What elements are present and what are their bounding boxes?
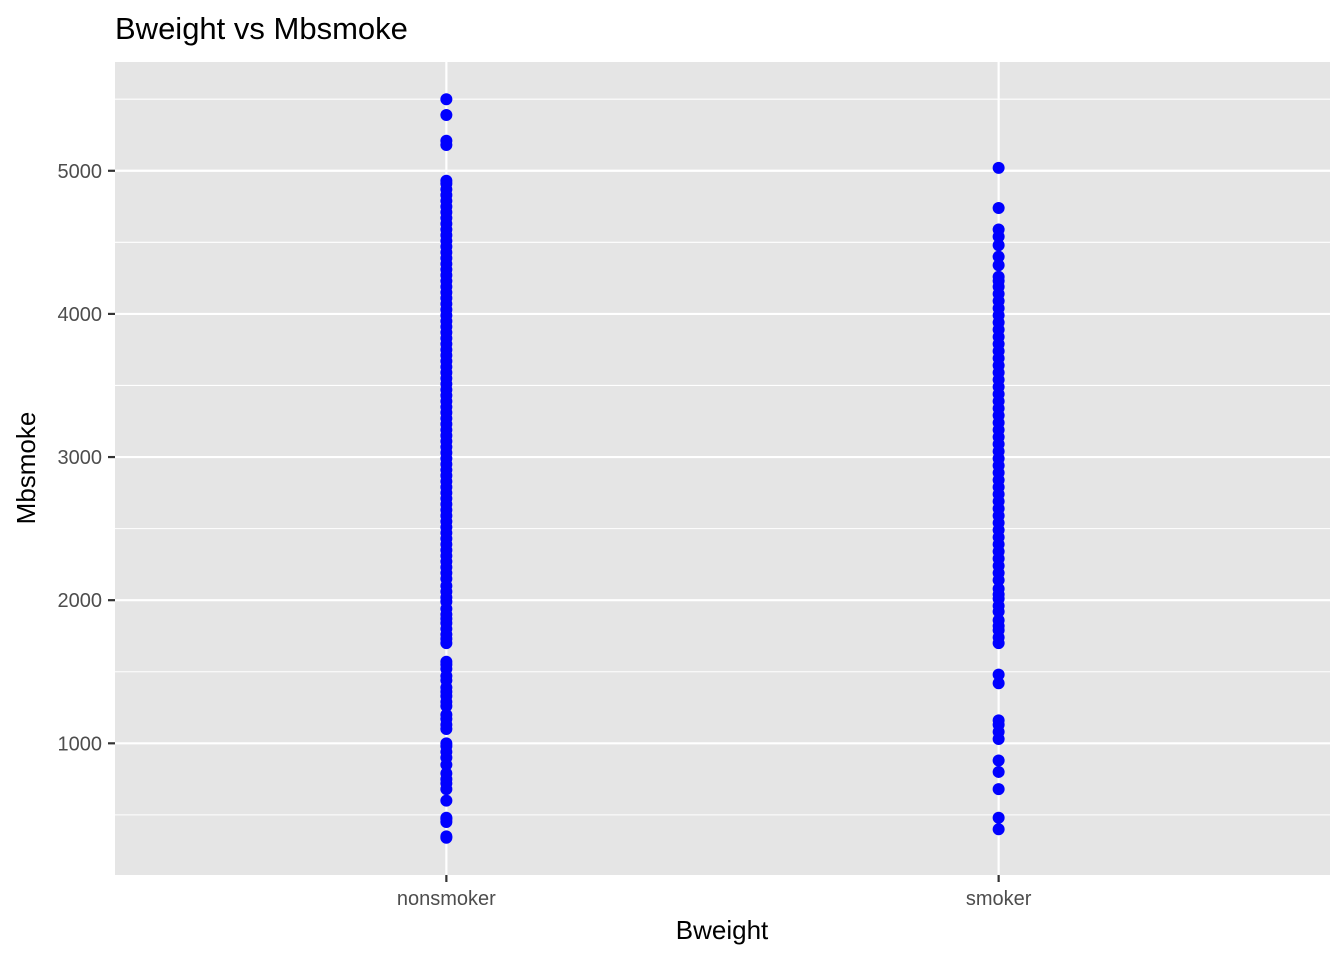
data-point [992,582,1005,595]
y-tick-label: 5000 [58,161,103,183]
data-points [440,93,1005,844]
y-tick-label: 4000 [58,304,103,326]
data-point [992,668,1005,681]
y-tick-label: 2000 [58,590,103,612]
data-point [992,765,1005,778]
data-point [992,783,1005,796]
data-point [992,823,1005,836]
data-point [440,830,453,843]
y-tick-label: 3000 [58,447,103,469]
data-point [992,714,1005,727]
data-point [992,811,1005,824]
data-point [992,161,1005,174]
x-axis-title: Bweight [676,915,769,945]
data-point [992,270,1005,283]
data-point [440,794,453,807]
data-point [440,811,453,824]
data-point [440,737,453,750]
data-point [992,677,1005,690]
data-point [992,239,1005,252]
data-point [992,201,1005,214]
y-axis-title: Mbsmoke [11,412,41,525]
x-tick-label: smoker [966,888,1032,910]
minor-gridlines [115,98,1330,816]
data-point [440,655,453,668]
chart-title: Bweight vs Mbsmoke [115,11,408,46]
data-point [440,134,453,147]
plot-panel [115,62,1330,875]
data-point [440,767,453,780]
data-point [440,108,453,121]
data-point [992,614,1005,627]
data-point [440,174,453,187]
x-axis-ticks: nonsmoker smoker [397,875,1032,910]
data-point [992,250,1005,263]
data-point [440,708,453,721]
data-point [992,754,1005,767]
y-axis-ticks: 1000 2000 3000 4000 5000 [58,161,115,755]
y-tick-label: 1000 [58,733,103,755]
x-tick-label: nonsmoker [397,888,496,910]
data-point [440,93,453,106]
data-point [992,259,1005,272]
data-point [992,223,1005,236]
